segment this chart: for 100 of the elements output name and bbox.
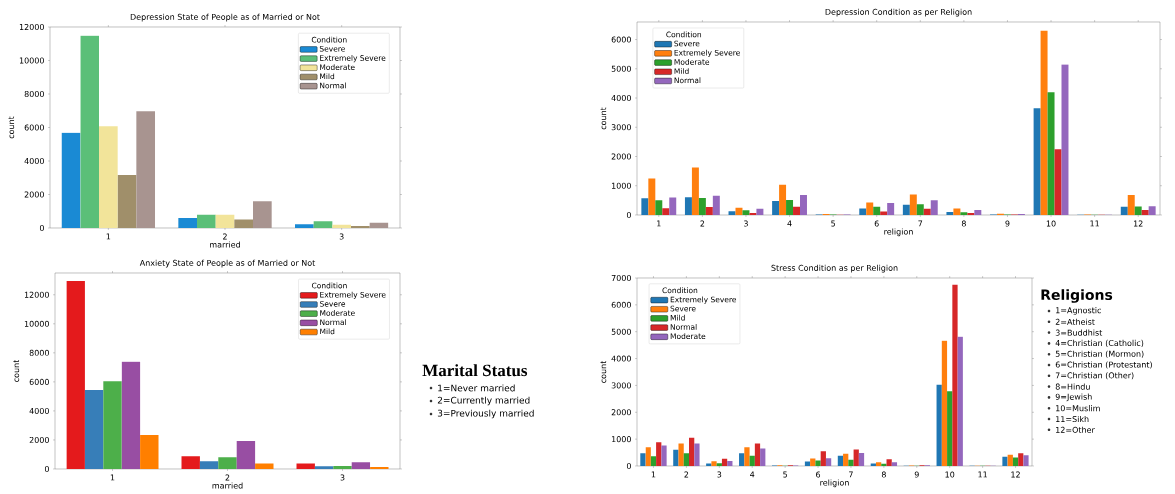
bar bbox=[369, 222, 389, 228]
bar bbox=[800, 195, 807, 215]
bar bbox=[728, 211, 736, 215]
text: 9=Jewish bbox=[1055, 393, 1092, 402]
x-tick-label: 2 bbox=[684, 471, 689, 478]
x-tick-label: 1 bbox=[106, 233, 111, 240]
x-tick-label: 6 bbox=[816, 471, 821, 478]
y-tick-label: 6000 bbox=[29, 378, 49, 385]
x-tick-label: 2 bbox=[700, 220, 705, 227]
bar bbox=[1002, 456, 1008, 466]
y-axis-title: count bbox=[600, 360, 607, 383]
bar bbox=[678, 443, 684, 466]
bar bbox=[661, 445, 667, 466]
y-tick-label: 10000 bbox=[24, 320, 49, 327]
bar bbox=[848, 459, 854, 466]
y-tick-label: 2000 bbox=[29, 436, 49, 443]
y-axis-title: count bbox=[600, 107, 607, 130]
x-tick-label: 10 bbox=[945, 471, 955, 478]
bar bbox=[199, 461, 219, 469]
text: 10=Muslim bbox=[1056, 405, 1100, 412]
bar bbox=[881, 463, 887, 466]
bar bbox=[197, 214, 216, 228]
bar bbox=[255, 463, 274, 469]
x-tick-label: 12 bbox=[1134, 220, 1143, 227]
y-tick-label: 6000 bbox=[611, 301, 631, 308]
text: 3=Buddhist bbox=[1055, 329, 1103, 336]
x-tick-label: 8 bbox=[961, 220, 966, 227]
bar bbox=[960, 212, 968, 215]
chart-title: Stress Condition as per Religion bbox=[771, 264, 898, 273]
bar bbox=[936, 384, 942, 466]
chart-title: Depression State of People as of Married or Not bbox=[130, 13, 320, 22]
x-tick-label: 11 bbox=[978, 471, 987, 478]
bar bbox=[103, 381, 122, 469]
bar bbox=[1033, 108, 1041, 215]
bar bbox=[683, 453, 690, 466]
y-tick-label: 1000 bbox=[611, 182, 631, 189]
bar bbox=[1018, 453, 1024, 466]
bar bbox=[684, 197, 692, 215]
bar bbox=[923, 208, 931, 215]
bar bbox=[253, 201, 272, 228]
bar bbox=[712, 195, 720, 215]
x-axis-title: religion bbox=[884, 228, 913, 237]
bar bbox=[853, 449, 859, 466]
bar bbox=[815, 460, 821, 466]
x-tick-label: 1 bbox=[110, 474, 115, 481]
bar bbox=[656, 442, 662, 466]
bar bbox=[1054, 149, 1062, 215]
x-axis-title: religion bbox=[820, 479, 849, 488]
bar bbox=[941, 340, 948, 466]
y-tick-label: 7000 bbox=[611, 274, 631, 282]
bar bbox=[61, 132, 81, 228]
bar bbox=[640, 453, 646, 466]
text: 6=Christian (Protestant) bbox=[1055, 361, 1152, 369]
bar bbox=[716, 463, 722, 466]
x-tick-label: 4 bbox=[787, 220, 792, 227]
bar bbox=[749, 455, 755, 466]
y-tick-label: 2000 bbox=[611, 153, 631, 160]
bar bbox=[711, 461, 717, 466]
y-tick-label: 4000 bbox=[611, 94, 631, 102]
bar bbox=[953, 208, 961, 215]
x-tick-label: 1 bbox=[651, 471, 656, 478]
x-tick-label: 3 bbox=[717, 471, 722, 478]
text: 8=Hindu bbox=[1055, 383, 1090, 390]
y-tick-label: 0 bbox=[626, 211, 631, 219]
bar bbox=[140, 435, 159, 469]
x-tick-label: 7 bbox=[918, 220, 923, 227]
bar bbox=[694, 443, 700, 466]
y-tick-label: 10000 bbox=[19, 57, 44, 64]
bar bbox=[891, 462, 898, 466]
bar bbox=[662, 208, 670, 215]
y-tick-label: 4000 bbox=[611, 355, 631, 362]
y-axis-title: count bbox=[8, 116, 15, 139]
bar bbox=[1007, 454, 1013, 466]
bar bbox=[1012, 457, 1019, 466]
text: 2=Currently married bbox=[437, 396, 530, 406]
y-tick-label: 2000 bbox=[611, 409, 631, 416]
bar bbox=[641, 198, 649, 215]
bar bbox=[859, 208, 867, 215]
y-tick-label: 6000 bbox=[611, 36, 631, 43]
y-tick-label: 0 bbox=[626, 462, 631, 470]
bar bbox=[880, 211, 888, 215]
bar bbox=[1023, 455, 1029, 466]
x-tick-label: 9 bbox=[914, 471, 919, 478]
y-tick-label: 8000 bbox=[29, 349, 49, 356]
bar bbox=[837, 455, 844, 466]
bar bbox=[909, 194, 917, 215]
bar bbox=[1040, 30, 1048, 215]
bar bbox=[739, 453, 745, 466]
bar bbox=[749, 212, 757, 215]
y-tick-label: 3000 bbox=[611, 382, 631, 389]
chart-title: Depression Condition as per Religion bbox=[825, 8, 972, 17]
text: 7=Christian (Other) bbox=[1055, 372, 1134, 380]
bar bbox=[117, 175, 137, 228]
x-tick-label: 4 bbox=[750, 471, 755, 478]
x-tick-label: 7 bbox=[849, 471, 853, 478]
bar bbox=[946, 212, 954, 215]
bar bbox=[902, 204, 910, 215]
bar bbox=[810, 458, 816, 466]
bar bbox=[721, 458, 728, 466]
y-tick-label: 6000 bbox=[24, 124, 44, 131]
